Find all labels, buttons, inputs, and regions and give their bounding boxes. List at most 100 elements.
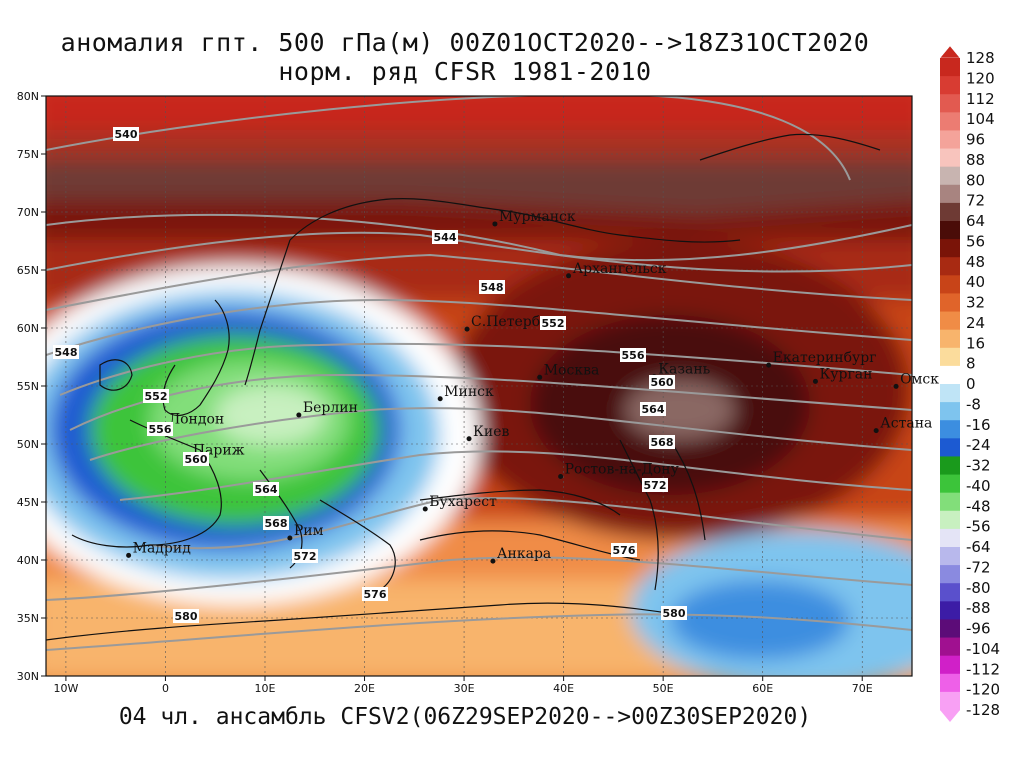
colorbar-swatch	[940, 510, 960, 530]
city-dot	[466, 436, 472, 442]
city-dot	[873, 428, 879, 434]
city-label: Рим	[294, 523, 324, 539]
colorbar-label: 72	[966, 192, 985, 210]
contour-label-box	[661, 606, 687, 620]
colorbar-label: 48	[966, 253, 985, 271]
contour-label: 556	[622, 349, 645, 362]
contour-label: 568	[265, 517, 288, 530]
city-label: Курган	[819, 366, 872, 382]
colorbar-arrow-top	[939, 45, 961, 59]
map-axes: 80N 75N 70N 65N 60N 55N 50N 45N 40N 35N 30N 10W 0 10E…	[17, 90, 873, 695]
lon-label: 20E	[354, 682, 375, 695]
colorbar-label: 96	[966, 131, 985, 149]
city-dot	[537, 374, 543, 380]
colorbar-label: -128	[966, 701, 1000, 719]
contour-label-box	[53, 345, 79, 359]
contour-label: 572	[294, 550, 317, 563]
colorbar-label: 120	[966, 69, 995, 87]
lon-label: 40E	[553, 682, 574, 695]
colorbar-label: 128	[966, 49, 995, 67]
colorbar-label: 40	[966, 273, 985, 291]
contour-label: 564	[255, 483, 278, 496]
city-dot	[766, 362, 772, 368]
colorbar-label: -96	[966, 620, 991, 638]
contour-label: 544	[434, 231, 457, 244]
city-label: Лондон	[168, 412, 224, 428]
contour-label: 552	[145, 390, 168, 403]
city-dot	[893, 383, 899, 389]
contour-label-box	[540, 316, 566, 330]
colorbar-swatch	[940, 619, 960, 639]
contour-label-box	[253, 482, 279, 496]
colorbar-label: -64	[966, 538, 991, 556]
contour-label: 552	[542, 317, 565, 330]
colorbar-label: 32	[966, 294, 985, 312]
city-label: Астана	[880, 416, 932, 432]
chart-title: аномалия гпт. 500 гПа(м) 00Z01OCT2020-->…	[60, 28, 870, 57]
lat-label: 60N	[17, 322, 39, 335]
geopotential-contours	[46, 96, 912, 651]
colorbar-swatch	[940, 456, 960, 476]
city-label: Бухарест	[429, 494, 497, 510]
lat-label: 80N	[17, 90, 39, 103]
colorbar-label: 0	[966, 375, 976, 393]
contour-label-box	[479, 280, 505, 294]
colorbar-swatch	[940, 673, 960, 693]
colorbar-label: -104	[966, 640, 1000, 658]
lat-label: 55N	[17, 380, 39, 393]
contour-label-box	[143, 389, 169, 403]
colorbar-swatch	[940, 474, 960, 494]
colorbar-swatch	[940, 202, 960, 222]
lon-label: 10W	[53, 682, 78, 695]
colorbar-swatch	[940, 257, 960, 276]
city-dot	[437, 396, 443, 402]
contour-label-box	[649, 435, 675, 449]
lat-label: 45N	[17, 496, 39, 509]
colorbar-swatch	[940, 547, 960, 566]
colorbar-label: -56	[966, 518, 991, 536]
colorbar-label: 8	[966, 355, 976, 373]
colorbar-label: -8	[966, 395, 981, 413]
lon-label: 0	[162, 682, 169, 695]
colorbar-swatch	[940, 691, 960, 711]
city-dot	[296, 412, 302, 418]
colorbar-swatch	[940, 528, 960, 548]
contour-label: 568	[651, 436, 674, 449]
colorbar-label: 112	[966, 90, 995, 108]
contour-label-box	[640, 402, 666, 416]
colorbar-swatch	[940, 347, 960, 367]
contour-label: 576	[613, 544, 636, 557]
lon-label: 60E	[752, 682, 773, 695]
colorbar-swatch	[940, 311, 960, 331]
colorbar-swatch	[940, 365, 960, 385]
contour-label-box	[432, 230, 458, 244]
city-label: Казань	[658, 362, 710, 378]
colorbar-swatch	[940, 492, 960, 512]
contour-label: 548	[481, 281, 504, 294]
city-label: Минск	[444, 384, 494, 400]
city-label: Мурманск	[499, 209, 576, 225]
city-label: Екатеринбург	[773, 350, 877, 366]
city-dot	[287, 535, 293, 541]
colorbar-label: 56	[966, 232, 985, 250]
colorbar-label: 104	[966, 110, 995, 128]
colorbar-label: 88	[966, 151, 985, 169]
colorbar-swatch	[940, 239, 960, 258]
contour-label: 580	[175, 610, 198, 623]
contour-label-box	[113, 127, 139, 141]
contour-label: 564	[642, 403, 665, 416]
contour-label: 556	[149, 423, 172, 436]
city-dot	[566, 273, 572, 279]
colorbar-label: -80	[966, 579, 991, 597]
colorbar-swatch	[940, 76, 960, 95]
colorbar-swatch	[940, 148, 960, 168]
city-label: Берлин	[303, 400, 358, 416]
colorbar-label: -88	[966, 599, 991, 617]
colorbar-label: 16	[966, 334, 985, 352]
city-dot	[490, 558, 496, 564]
city-label: Омск	[900, 371, 939, 387]
city-dot	[126, 552, 132, 558]
colorbar-label: -16	[966, 416, 991, 434]
colorbar-swatch	[940, 275, 960, 294]
